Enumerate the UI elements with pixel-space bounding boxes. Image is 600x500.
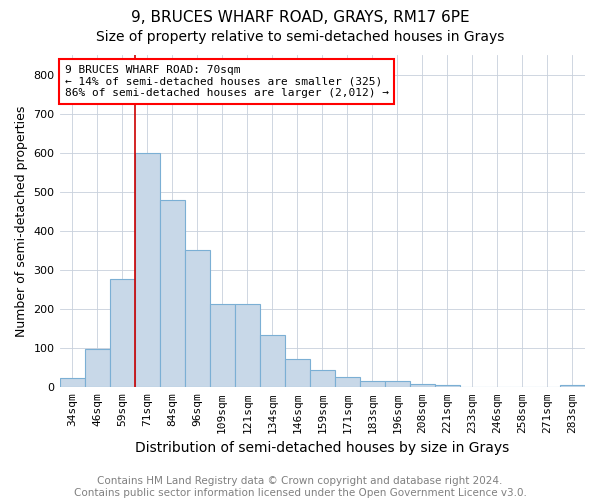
Bar [360, 381, 385, 388]
Text: 9, BRUCES WHARF ROAD, GRAYS, RM17 6PE: 9, BRUCES WHARF ROAD, GRAYS, RM17 6PE [131, 10, 469, 25]
Bar [160, 200, 185, 388]
Bar [59, 378, 85, 388]
Bar [110, 278, 134, 388]
Text: Size of property relative to semi-detached houses in Grays: Size of property relative to semi-detach… [96, 30, 504, 44]
Bar [185, 250, 209, 388]
Bar [335, 376, 360, 388]
Bar [560, 384, 585, 388]
Bar [310, 370, 335, 388]
Bar [209, 304, 235, 388]
Bar [260, 334, 285, 388]
Bar [134, 152, 160, 388]
Bar [385, 381, 410, 388]
Bar [85, 350, 110, 388]
Bar [460, 386, 485, 388]
Bar [285, 359, 310, 388]
Bar [410, 384, 435, 388]
Text: 9 BRUCES WHARF ROAD: 70sqm
← 14% of semi-detached houses are smaller (325)
86% o: 9 BRUCES WHARF ROAD: 70sqm ← 14% of semi… [65, 65, 389, 98]
Bar [435, 386, 460, 388]
Y-axis label: Number of semi-detached properties: Number of semi-detached properties [15, 106, 28, 337]
Bar [235, 304, 260, 388]
X-axis label: Distribution of semi-detached houses by size in Grays: Distribution of semi-detached houses by … [135, 441, 509, 455]
Text: Contains HM Land Registry data © Crown copyright and database right 2024.
Contai: Contains HM Land Registry data © Crown c… [74, 476, 526, 498]
